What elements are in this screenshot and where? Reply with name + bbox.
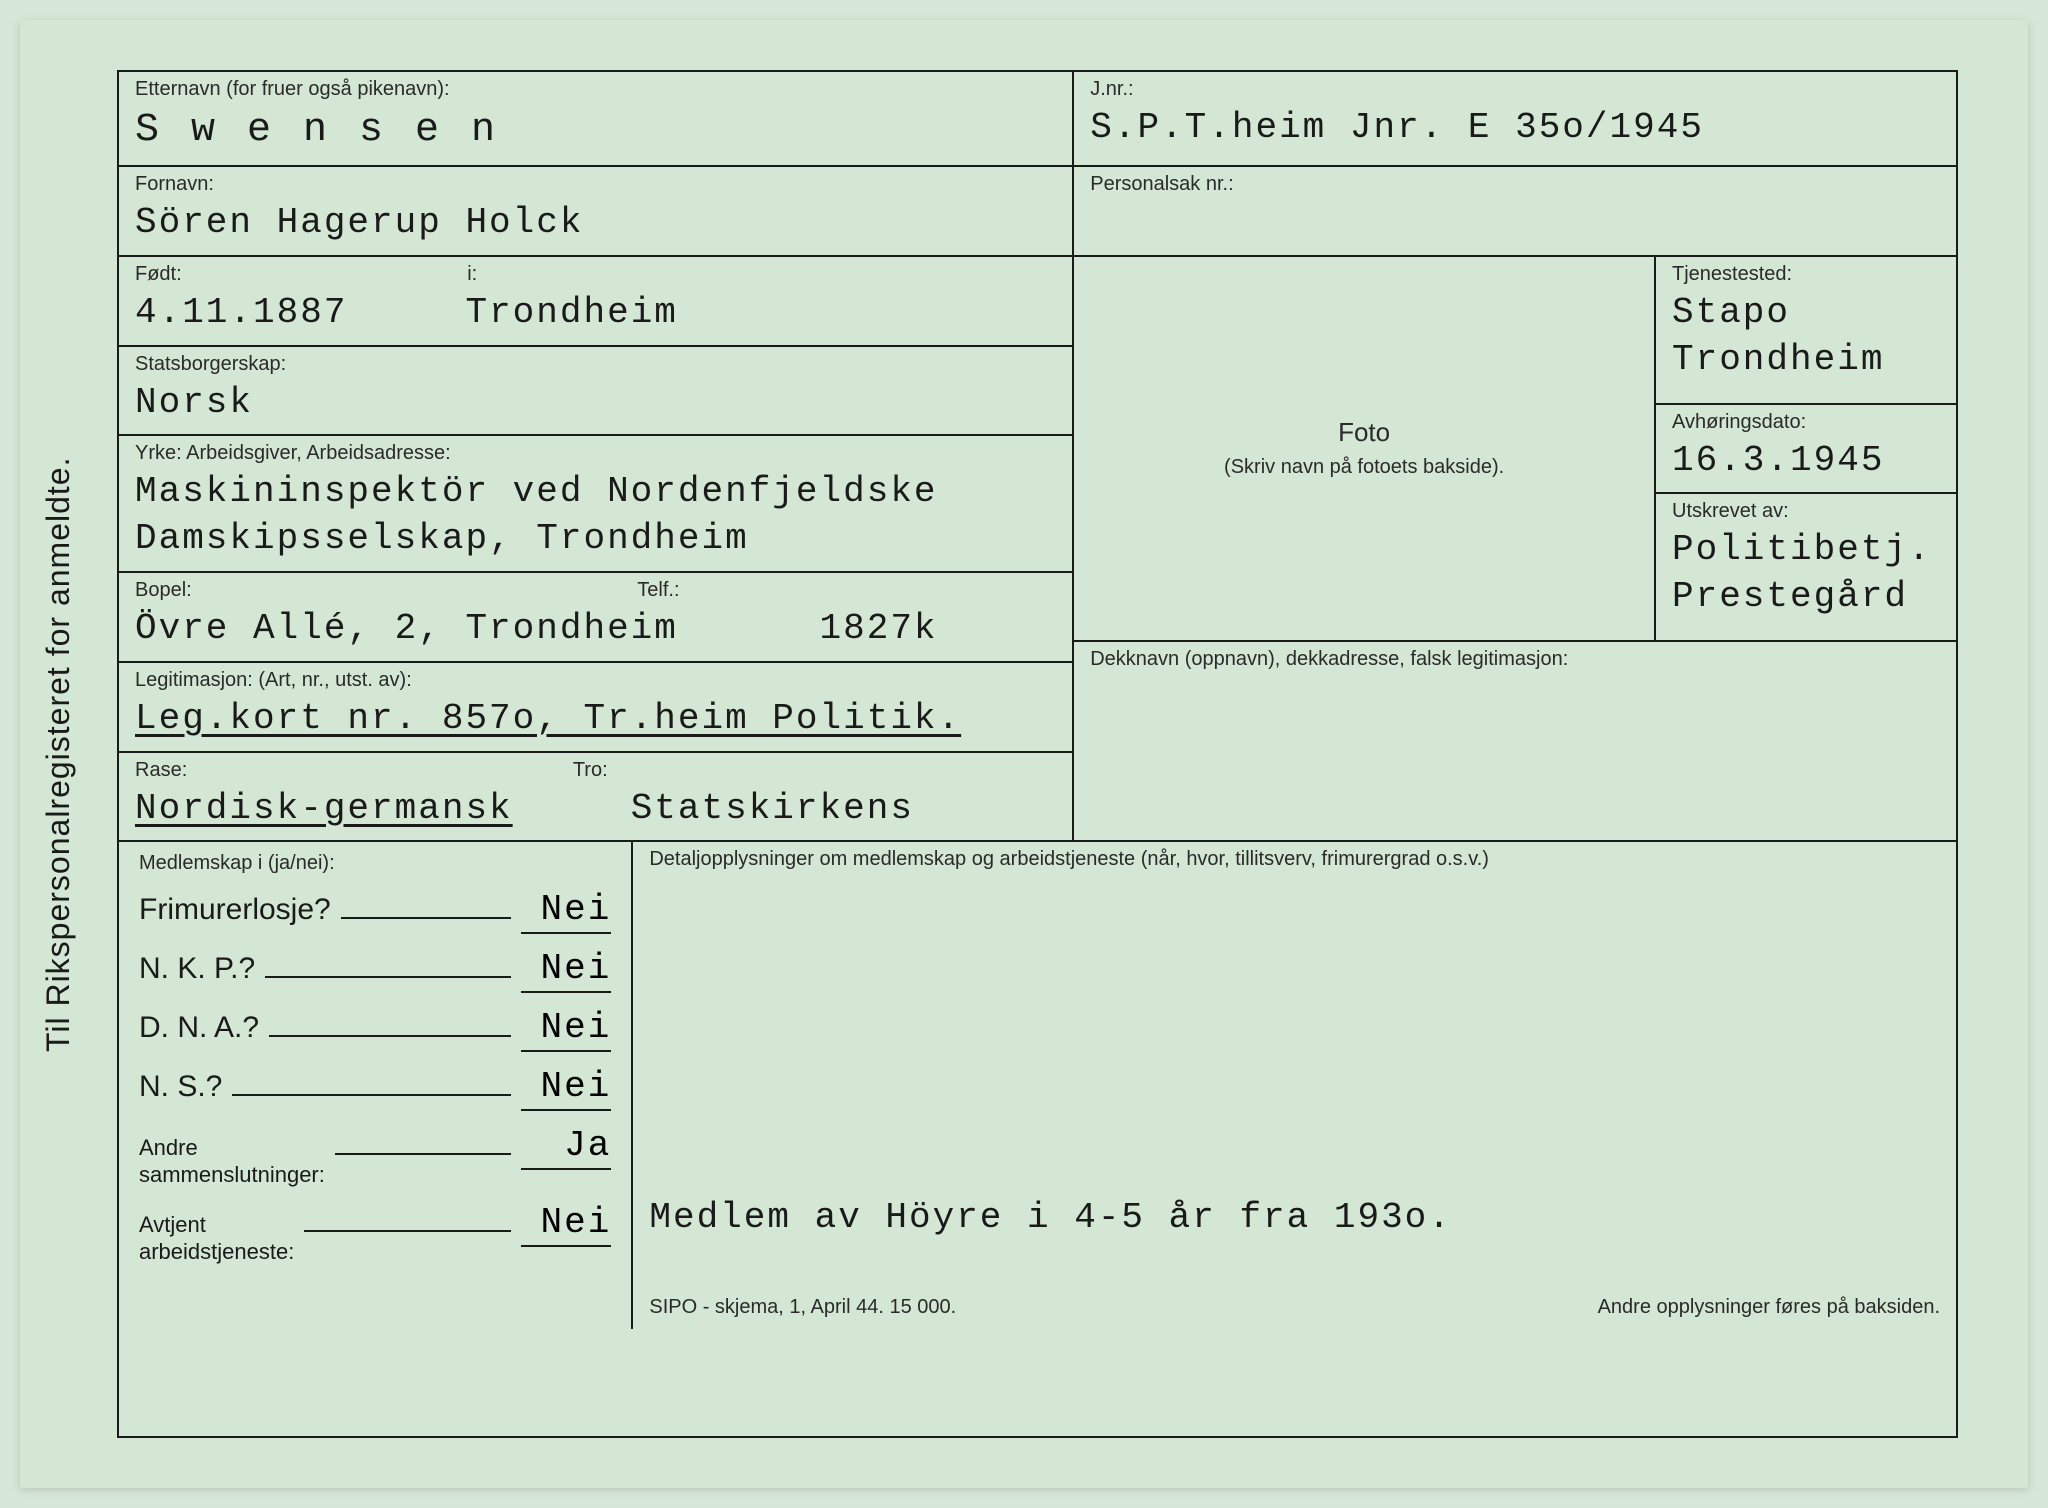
value-detalj: Medlem av Höyre i 4-5 år fra 193o.: [649, 1197, 1452, 1238]
membership-label-3: N. S.?: [139, 1070, 222, 1104]
row-fornavn-personalsak: Fornavn: Sören Hagerup Holck Personalsak…: [119, 167, 1956, 257]
value-telf: 1827k: [820, 608, 938, 649]
membership-avtjent: Avtjent arbeidstjeneste: Nei: [139, 1202, 611, 1265]
label-avtjent1: Avtjent: [139, 1212, 206, 1237]
foto-title: Foto: [1338, 417, 1390, 448]
value-tro: Statskirkens: [631, 788, 914, 829]
value-utskrevet: Politibetj. Prestegård: [1672, 529, 1932, 617]
membership-value-1: Nei: [521, 948, 611, 993]
label-andre1: Andre: [139, 1135, 198, 1160]
label-utskrevet: Utskrevet av:: [1672, 500, 1940, 523]
foto-sub: (Skriv navn på fotoets bakside).: [1224, 456, 1504, 479]
membership-item-2: D. N. A.? Nei: [139, 1007, 611, 1052]
row-surname-jnr: Etternavn (for fruer også pikenavn): S w…: [119, 72, 1956, 167]
membership-andre-value: Ja: [521, 1125, 611, 1170]
value-etternavn: S w e n s e n: [135, 108, 499, 153]
value-bopel: Övre Allé, 2, Trondheim: [135, 608, 678, 649]
value-tjenestested: Stapo Trondheim: [1672, 292, 1884, 380]
label-telf: Telf.:: [637, 579, 679, 602]
row-main: Født: i: 4.11.1887 Trondheim Statsborger…: [119, 257, 1956, 843]
card-body: Etternavn (for fruer også pikenavn): S w…: [117, 70, 1958, 1438]
label-jnr: J.nr.:: [1090, 78, 1940, 101]
label-yrke: Yrke: Arbeidsgiver, Arbeidsadresse:: [135, 442, 1056, 465]
label-detalj: Detaljopplysninger om medlemskap og arbe…: [649, 848, 1940, 871]
label-legitimasjon: Legitimasjon: (Art, nr., utst. av):: [135, 669, 1056, 692]
value-fodt-date: 4.11.1887: [135, 292, 347, 333]
value-yrke: Maskininspektör ved Nordenfjeldske Damsk…: [135, 471, 938, 559]
label-rase: Rase:: [135, 759, 187, 781]
label-tjenestested: Tjenestested:: [1672, 263, 1940, 286]
value-fodt: 4.11.1887 Trondheim: [135, 292, 678, 333]
membership-label-2: D. N. A.?: [139, 1011, 259, 1045]
value-bopel-row: Övre Allé, 2, Trondheim 1827k: [135, 608, 938, 649]
label-fornavn: Fornavn:: [135, 173, 1056, 196]
value-rase-tro: Nordisk-germansk Statskirkens: [135, 788, 914, 829]
membership-avtjent-value: Nei: [521, 1202, 611, 1247]
value-statsborgerskap: Norsk: [135, 382, 253, 423]
value-avhoringsdato: 16.3.1945: [1672, 440, 1884, 481]
registration-card: Til Rikspersonalregisteret for anmeldte.…: [20, 20, 2028, 1488]
value-fornavn: Sören Hagerup Holck: [135, 202, 583, 243]
label-fodt: Født: i:: [135, 263, 1056, 286]
membership-value-2: Nei: [521, 1007, 611, 1052]
right-column: Foto (Skriv navn på fotoets bakside). Tj…: [1074, 257, 1956, 843]
membership-label-1: N. K. P.?: [139, 952, 255, 986]
label-fodt-i: i:: [467, 263, 477, 286]
row-membership: Medlemskap i (ja/nei): Frimurerlosje? Ne…: [119, 842, 1956, 1329]
label-fodt-text: Født:: [135, 263, 182, 285]
membership-item-1: N. K. P.? Nei: [139, 948, 611, 993]
membership-item-3: N. S.? Nei: [139, 1066, 611, 1111]
label-andre2: sammenslutninger:: [139, 1162, 325, 1187]
membership-andre: Andre sammenslutninger: Ja: [139, 1125, 611, 1188]
value-fodt-place: Trondheim: [465, 292, 677, 333]
label-bopel-text: Bopel:: [135, 579, 192, 601]
label-etternavn: Etternavn (for fruer også pikenavn):: [135, 78, 1056, 101]
label-bopel: Bopel: Telf.:: [135, 579, 1056, 602]
membership-item-0: Frimurerlosje? Nei: [139, 889, 611, 934]
label-avhoringsdato: Avhøringsdato:: [1672, 411, 1940, 434]
label-rase-tro: Rase: Tro:: [135, 759, 1056, 782]
value-jnr: S.P.T.heim Jnr. E 35o/1945: [1090, 107, 1704, 148]
label-avtjent2: arbeidstjeneste:: [139, 1239, 294, 1264]
side-title: Til Rikspersonalregisteret for anmeldte.: [20, 20, 97, 1488]
value-legitimasjon: Leg.kort nr. 857o, Tr.heim Politik.: [135, 698, 961, 739]
membership-value-0: Nei: [521, 889, 611, 934]
membership-label-0: Frimurerlosje?: [139, 893, 331, 927]
label-tro: Tro:: [573, 759, 608, 782]
label-personalsak: Personalsak nr.:: [1090, 173, 1940, 196]
left-column: Født: i: 4.11.1887 Trondheim Statsborger…: [119, 257, 1074, 843]
value-rase: Nordisk-germansk: [135, 788, 513, 829]
membership-value-3: Nei: [521, 1066, 611, 1111]
sipo-note: SIPO - skjema, 1, April 44. 15 000.: [649, 1296, 956, 1319]
label-medlemskap: Medlemskap i (ja/nei):: [139, 852, 611, 875]
back-note: Andre opplysninger føres på baksiden.: [1598, 1296, 1940, 1319]
label-dekknavn: Dekknavn (oppnavn), dekkadresse, falsk l…: [1090, 648, 1940, 671]
label-statsborgerskap: Statsborgerskap:: [135, 353, 1056, 376]
